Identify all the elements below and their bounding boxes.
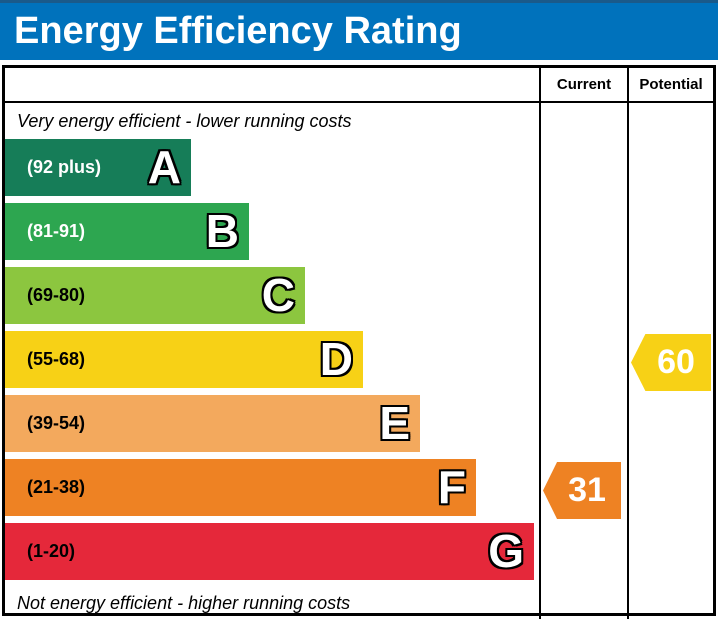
band-g: (1-20) G (5, 523, 534, 580)
band-c: (69-80) C (5, 267, 305, 324)
band-d: (55-68) D (5, 331, 363, 388)
rating-table: Very energy efficient - lower running co… (2, 65, 716, 619)
potential-column-body: 60 (629, 103, 713, 619)
current-column: Current 31 (539, 68, 627, 619)
band-row-g: (1-20) G (5, 523, 539, 587)
band-row-d: (55-68) D (5, 331, 539, 395)
band-f-letter: F (437, 461, 466, 513)
band-a: (92 plus) A (5, 139, 191, 196)
band-a-letter: A (147, 141, 181, 193)
band-b: (81-91) B (5, 203, 249, 260)
band-b-letter: B (205, 205, 239, 257)
band-d-letter: D (319, 333, 353, 385)
band-f: (21-38) F (5, 459, 476, 516)
header-spacer (5, 68, 539, 103)
bottom-note: Not energy efficient - higher running co… (17, 593, 351, 613)
band-e-range: (39-54) (27, 413, 86, 433)
band-b-range: (81-91) (27, 221, 86, 241)
current-rating-arrow: 31 (543, 462, 621, 519)
band-e-letter: E (379, 397, 410, 449)
current-rating-value: 31 (568, 471, 606, 509)
band-row-b: (81-91) B (5, 203, 539, 267)
band-e: (39-54) E (5, 395, 420, 452)
band-row-c: (69-80) C (5, 267, 539, 331)
potential-header: Potential (629, 68, 713, 103)
potential-column: Potential 60 (627, 68, 713, 619)
band-row-f: (21-38) F (5, 459, 539, 523)
band-c-range: (69-80) (27, 285, 86, 305)
band-d-range: (55-68) (27, 349, 86, 369)
band-a-range: (92 plus) (27, 157, 102, 177)
potential-rating-value: 60 (657, 343, 695, 381)
current-header: Current (541, 68, 627, 103)
band-c-letter: C (261, 269, 295, 321)
potential-rating-arrow: 60 (631, 334, 711, 391)
current-column-body: 31 (541, 103, 627, 619)
top-note: Very energy efficient - lower running co… (17, 110, 352, 131)
bands-column: Very energy efficient - lower running co… (5, 68, 539, 619)
band-row-a: (92 plus) A (5, 139, 539, 203)
band-row-e: (39-54) E (5, 395, 539, 459)
band-g-letter: G (488, 525, 524, 577)
page-title: Energy Efficiency Rating (14, 10, 462, 52)
bands-list: (92 plus) A (81-91) B (69-80) C (5, 139, 539, 587)
band-g-range: (1-20) (27, 541, 76, 561)
band-f-range: (21-38) (27, 477, 86, 497)
title-bar: Energy Efficiency Rating (0, 0, 718, 60)
